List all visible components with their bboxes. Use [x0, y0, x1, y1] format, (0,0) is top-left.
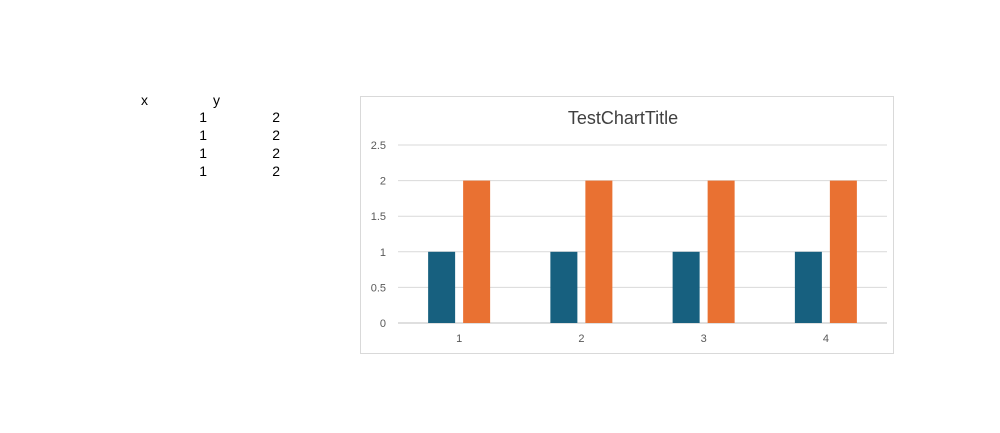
bar-series2-cat3[interactable] — [707, 180, 735, 323]
bars — [428, 180, 857, 323]
cell-x-4[interactable]: 1 — [199, 163, 207, 179]
y-tick-label: 2 — [380, 176, 386, 188]
bar-series1-cat1[interactable] — [428, 251, 456, 323]
x-tick-label: 4 — [823, 333, 829, 345]
cell-x-3[interactable]: 1 — [199, 145, 207, 161]
chart-frame[interactable]: TestChartTitle 0 0.5 1 1.5 2 2.5 1 2 3 4 — [360, 96, 894, 354]
y-tick-label: 0.5 — [371, 282, 386, 294]
y-tick-label: 1.5 — [371, 211, 386, 223]
bar-series1-cat3[interactable] — [672, 251, 700, 323]
y-tick-label: 1 — [380, 247, 386, 259]
bar-chart[interactable]: TestChartTitle 0 0.5 1 1.5 2 2.5 1 2 3 4 — [361, 97, 895, 355]
y-tick-label: 0 — [380, 318, 386, 330]
y-axis-ticks: 0 0.5 1 1.5 2 2.5 — [371, 140, 386, 330]
bar-series2-cat1[interactable] — [463, 180, 491, 323]
cell-x-1[interactable]: 1 — [199, 109, 207, 125]
cell-y-4[interactable]: 2 — [272, 163, 280, 179]
x-tick-label: 1 — [456, 333, 462, 345]
y-tick-label: 2.5 — [371, 140, 386, 152]
cell-y-2[interactable]: 2 — [272, 127, 280, 143]
cell-y-1[interactable]: 2 — [272, 109, 280, 125]
header-y[interactable]: y — [213, 92, 220, 108]
header-x[interactable]: x — [141, 92, 148, 108]
bar-series1-cat2[interactable] — [550, 251, 578, 323]
cell-y-3[interactable]: 2 — [272, 145, 280, 161]
x-axis-ticks: 1 2 3 4 — [456, 333, 829, 345]
bar-series1-cat4[interactable] — [794, 251, 822, 323]
chart-title[interactable]: TestChartTitle — [568, 108, 678, 128]
bar-series2-cat4[interactable] — [829, 180, 857, 323]
x-tick-label: 2 — [578, 333, 584, 345]
bar-series2-cat2[interactable] — [585, 180, 613, 323]
x-tick-label: 3 — [701, 333, 707, 345]
cell-x-2[interactable]: 1 — [199, 127, 207, 143]
